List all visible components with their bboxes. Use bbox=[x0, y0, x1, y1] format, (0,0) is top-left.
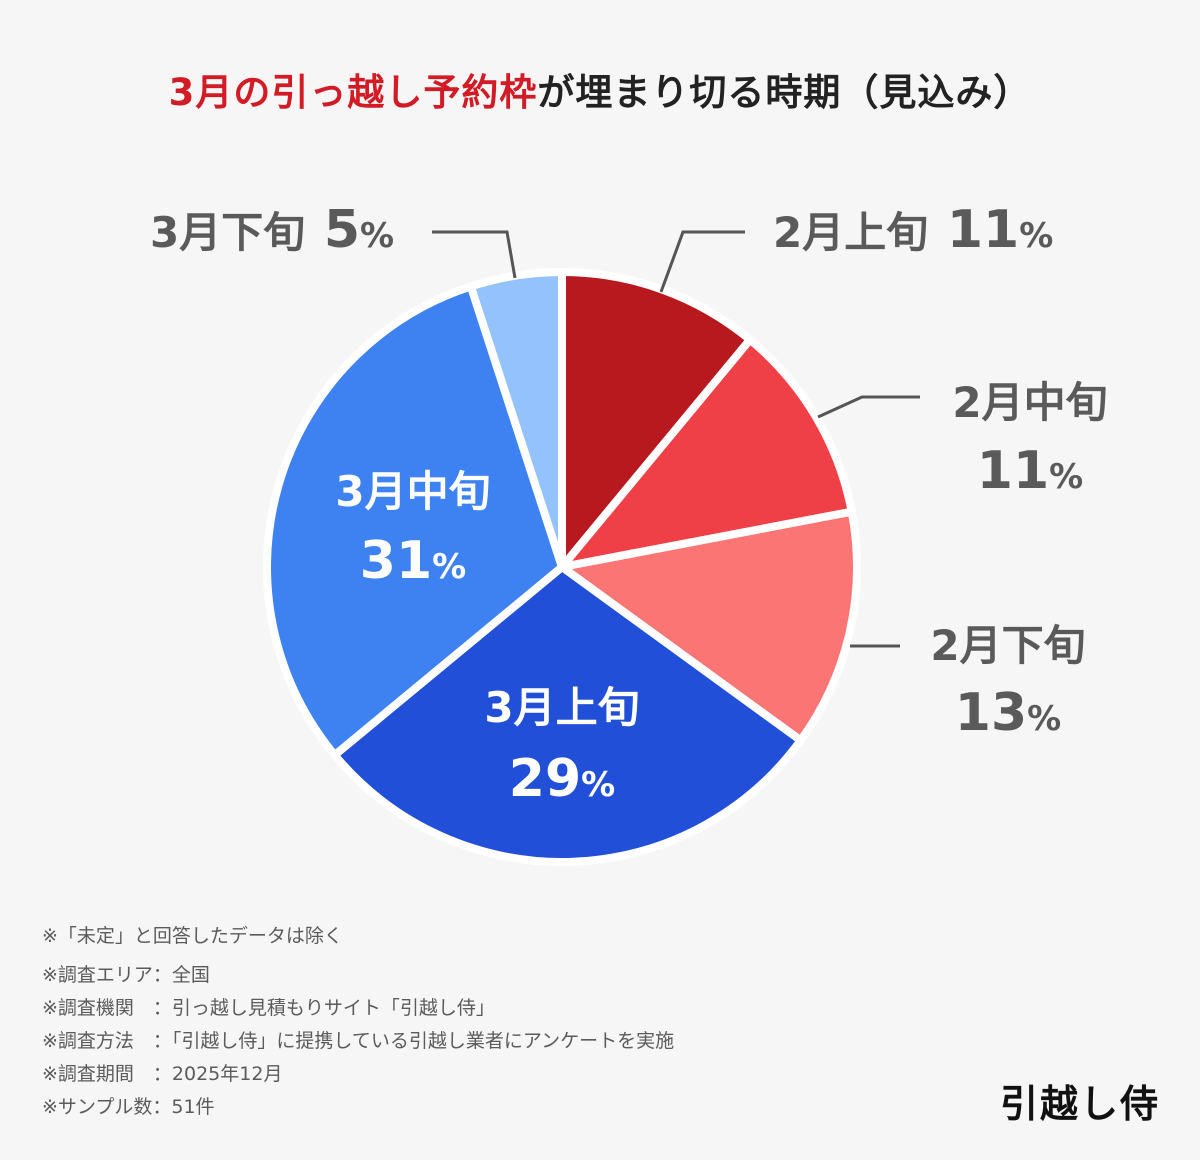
footnote-sample: ※サンプル数：51件 bbox=[42, 1096, 215, 1118]
pie-slice-3 bbox=[558, 507, 861, 745]
slice-name-5: 3月中旬 bbox=[335, 467, 490, 516]
pie-slice-5 bbox=[263, 282, 566, 760]
pie-slice-2 bbox=[558, 335, 856, 571]
footnote-area: ※調査エリア：全国 bbox=[42, 964, 210, 986]
slice-value-2: 11% bbox=[977, 441, 1083, 501]
slice-unit-1: % bbox=[1019, 216, 1053, 256]
slice-value-3: 13% bbox=[955, 683, 1061, 743]
slice-value-1: 11 bbox=[947, 200, 1019, 260]
footnotes: ※「未定」と回答したデータは除く ※調査エリア：全国 ※調査機関 ：引っ越し見積… bbox=[42, 920, 674, 1124]
pie-slice-4 bbox=[330, 563, 805, 866]
slice-value-6: 5 bbox=[324, 200, 360, 260]
chart-title-rest: が埋まり切る時期（見込み） bbox=[537, 71, 1032, 114]
slice-value-5: 31% bbox=[360, 531, 466, 591]
slice-label-1: 2月上旬 11% bbox=[773, 200, 1053, 260]
footnote-agency: ※調査機関 ：引っ越し見積もりサイト「引越し侍」 bbox=[42, 997, 495, 1019]
slice-name-4: 3月上旬 bbox=[484, 683, 639, 732]
footnote-method: ※調査方法 ：「引越し侍」に提携している引越し業者にアンケートを実施 bbox=[42, 1030, 675, 1052]
chart-title: 3月の引っ越し予約枠が埋まり切る時期（見込み） bbox=[0, 62, 1200, 116]
slice-name-3: 2月下旬 bbox=[930, 621, 1085, 670]
brand-logo: 引越し侍 bbox=[999, 1082, 1160, 1126]
slice-name-2: 2月中旬 bbox=[952, 378, 1107, 427]
chart-title-accent: 3月の引っ越し予約枠 bbox=[168, 71, 538, 114]
footnote-period: ※調査期間 ：2025年12月 bbox=[42, 1063, 283, 1085]
slice-name-1: 2月上旬 bbox=[773, 208, 943, 257]
footnote-excluded: ※「未定」と回答したデータは除く bbox=[42, 925, 343, 947]
slice-name-6: 3月下旬 bbox=[150, 208, 320, 257]
leader-line-2 bbox=[817, 395, 920, 419]
slice-label-6: 3月下旬 5% bbox=[150, 200, 394, 260]
pie-chart: 2月上旬 11% 2月中旬 11% 2月下旬 13% 3月上旬 29% 3月中旬 31% 3月下旬… bbox=[150, 200, 1108, 866]
leader-line-6 bbox=[432, 230, 517, 279]
leader-line-1 bbox=[659, 230, 745, 293]
slice-value-4: 29% bbox=[509, 749, 615, 809]
slice-unit-6: % bbox=[360, 216, 394, 256]
